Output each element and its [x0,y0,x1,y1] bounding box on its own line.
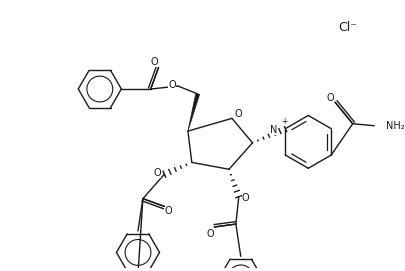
Text: O: O [150,57,158,67]
Polygon shape [188,93,199,131]
Text: +: + [281,117,287,126]
Text: O: O [326,93,333,103]
Text: Cl⁻: Cl⁻ [337,21,356,34]
Text: NH₂: NH₂ [385,121,404,131]
Text: O: O [164,206,172,216]
Text: O: O [206,229,214,239]
Text: O: O [241,193,249,203]
Text: O: O [153,168,161,178]
Text: O: O [168,80,176,90]
Text: N: N [269,125,277,135]
Text: O: O [233,109,241,120]
